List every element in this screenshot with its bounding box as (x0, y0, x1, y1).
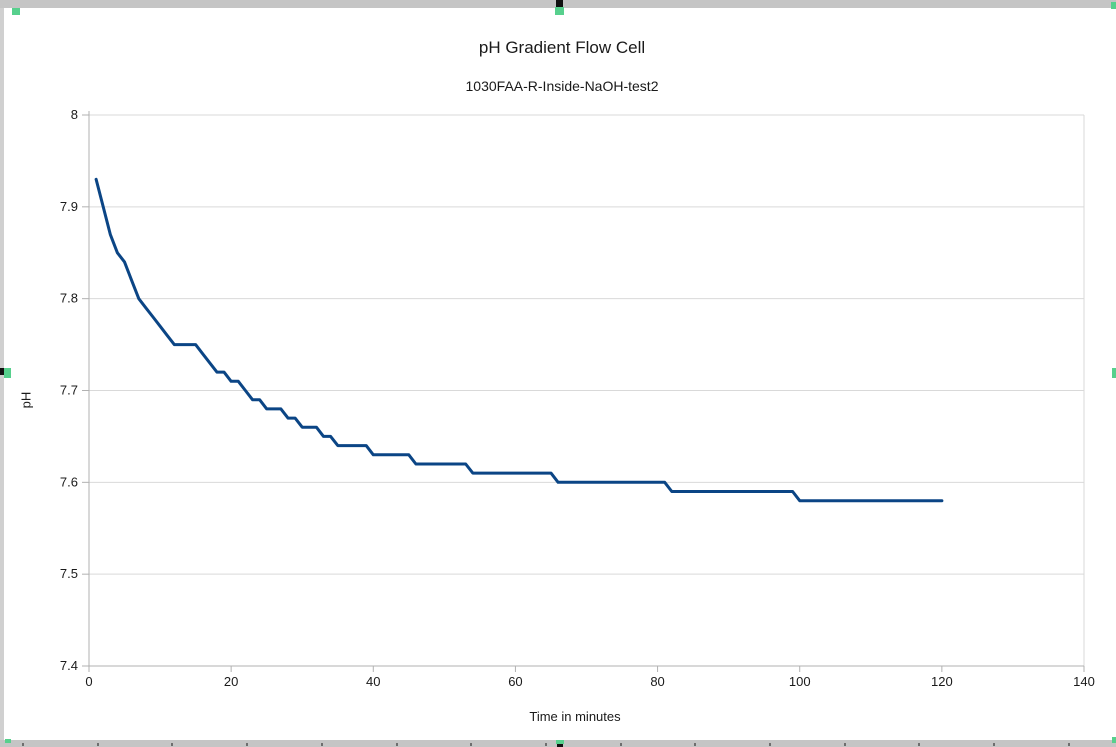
x-tick-label: 20 (224, 674, 238, 689)
x-tick-label: 100 (789, 674, 811, 689)
column-divider-tick (321, 743, 323, 746)
column-divider-tick (993, 743, 995, 746)
column-divider-tick (171, 743, 173, 746)
y-tick-label: 7.7 (60, 383, 78, 398)
y-tick-label: 7.5 (60, 566, 78, 581)
column-divider-tick (396, 743, 398, 746)
x-tick-label: 80 (650, 674, 664, 689)
selection-handle-bottom-left[interactable] (5, 739, 11, 743)
column-divider-tick (545, 743, 547, 746)
cell-border-mark-bottom (557, 744, 563, 747)
y-tick-label: 7.9 (60, 199, 78, 214)
y-axis-title: pH (18, 391, 34, 409)
ph-series-line[interactable] (94, 177, 944, 503)
chart-subtitle: 1030FAA-R-Inside-NaOH-test2 (465, 78, 659, 94)
selection-handle-bottom-right[interactable] (1112, 737, 1116, 743)
column-divider-tick (694, 743, 696, 746)
selection-handle-top-center[interactable] (555, 7, 564, 15)
column-divider-tick (620, 743, 622, 746)
y-tick-label: 7.6 (60, 474, 78, 489)
column-divider-tick (470, 743, 472, 746)
x-tick-label: 0 (85, 674, 92, 689)
x-tick-label: 140 (1073, 674, 1095, 689)
x-axis-title: Time in minutes (529, 709, 621, 724)
column-divider-tick (246, 743, 248, 746)
column-divider-tick (22, 743, 24, 746)
selection-handle-right-middle[interactable] (1112, 368, 1116, 378)
column-divider-tick (918, 743, 920, 746)
column-divider-tick (1068, 743, 1070, 746)
selection-handle-top-right[interactable] (1111, 2, 1116, 9)
y-tick-label: 8 (71, 107, 78, 122)
x-tick-label: 40 (366, 674, 380, 689)
cell-border-mark-left (0, 368, 4, 375)
column-divider-tick (844, 743, 846, 746)
cell-border-mark-top (556, 0, 563, 7)
x-tick-label: 60 (508, 674, 522, 689)
selection-handle-top-left[interactable] (12, 8, 20, 15)
selection-handle-bottom-center[interactable] (556, 740, 564, 744)
column-divider-tick (769, 743, 771, 746)
selection-handle-left-middle[interactable] (4, 368, 11, 378)
y-tick-label: 7.4 (60, 658, 78, 673)
y-tick-label: 7.8 (60, 291, 78, 306)
column-divider-tick (97, 743, 99, 746)
chart-title: pH Gradient Flow Cell (478, 38, 646, 57)
chart-object[interactable]: pH Gradient Flow Cell 1030FAA-R-Inside-N… (4, 8, 1116, 740)
x-tick-label: 120 (931, 674, 953, 689)
